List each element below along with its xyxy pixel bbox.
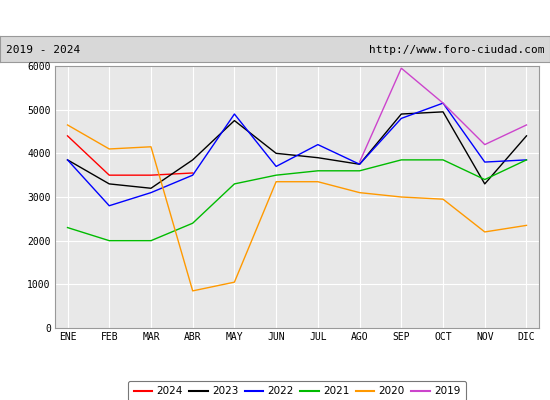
Legend: 2024, 2023, 2022, 2021, 2020, 2019: 2024, 2023, 2022, 2021, 2020, 2019 [128, 381, 466, 400]
Text: 2019 - 2024: 2019 - 2024 [6, 45, 80, 55]
Text: http://www.foro-ciudad.com: http://www.foro-ciudad.com [369, 45, 544, 55]
Text: Evolucion Nº Turistas Nacionales en el municipio de Torrijos: Evolucion Nº Turistas Nacionales en el m… [35, 12, 515, 24]
